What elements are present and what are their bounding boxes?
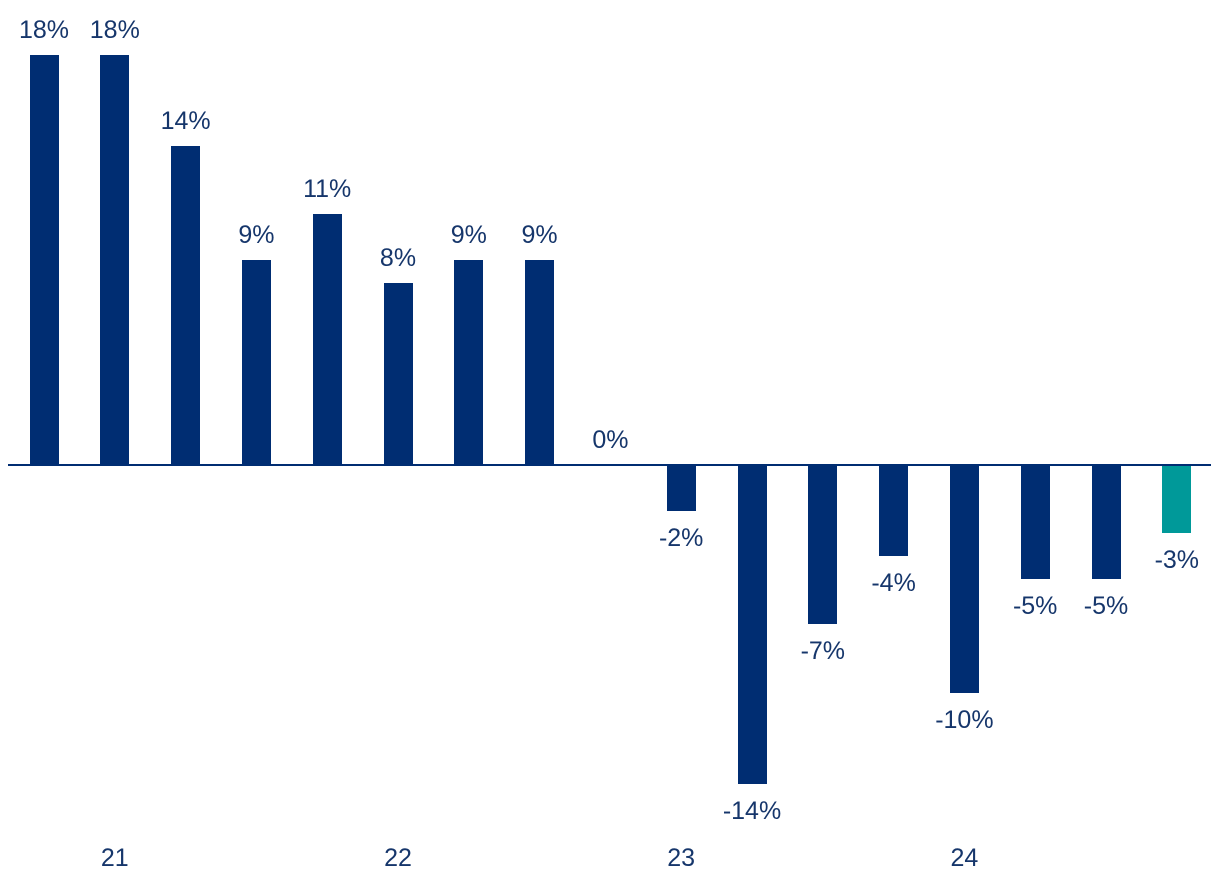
bar-value-label: -3% [1154, 546, 1200, 575]
bar [312, 214, 342, 465]
bar-value-label: -10% [935, 705, 994, 734]
bar-value-label: -5% [1083, 591, 1129, 620]
bar-value-label: 9% [238, 220, 275, 249]
bar-value-label: -2% [658, 523, 704, 552]
bar-highlight [1162, 465, 1192, 534]
bar-value-label: 18% [89, 15, 140, 44]
bar [949, 465, 979, 693]
bar-value-label: 11% [303, 175, 352, 204]
zero-axis-line [8, 463, 1211, 466]
bar [100, 54, 130, 465]
bar-value-label: -5% [1012, 591, 1058, 620]
bar [879, 465, 909, 557]
bar [29, 54, 59, 465]
bar [171, 146, 201, 465]
bar-value-label: 14% [160, 107, 211, 136]
bar-value-label: 0% [592, 426, 629, 454]
bar [808, 465, 838, 625]
year-tick-label: 24 [950, 844, 979, 872]
bar-value-label: -4% [871, 569, 916, 598]
bar [525, 259, 555, 465]
bar [737, 465, 767, 784]
year-tick-label: 21 [100, 844, 129, 872]
bar-value-label: -14% [722, 796, 782, 825]
bar-value-label: 18% [18, 15, 70, 44]
bar-value-label: 9% [521, 220, 558, 249]
bar-value-label: -7% [800, 637, 846, 666]
bar [383, 282, 413, 465]
bar-value-label: 9% [450, 220, 487, 249]
year-tick-label: 22 [384, 844, 412, 872]
bar [1091, 465, 1121, 579]
bar [1020, 465, 1050, 579]
bar [454, 259, 484, 465]
bar [666, 465, 696, 511]
bar [241, 259, 271, 465]
bar-value-label: 8% [379, 243, 417, 272]
year-tick-label: 23 [667, 844, 696, 872]
